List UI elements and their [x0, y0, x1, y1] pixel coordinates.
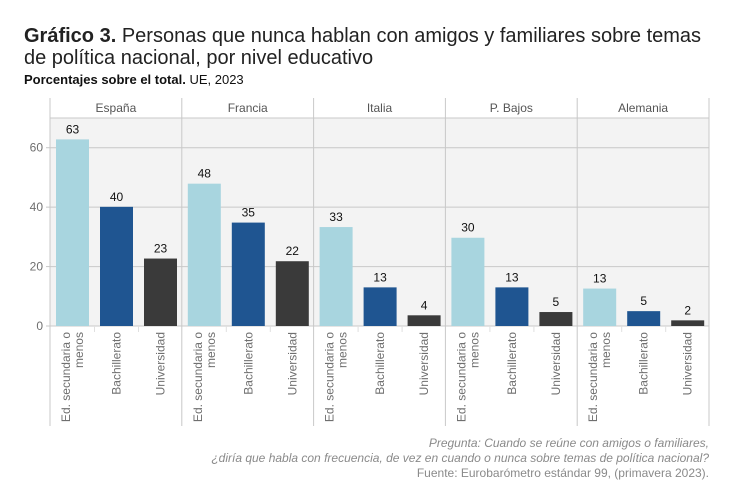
x-tick-label: menos: [599, 332, 613, 368]
x-tick-label: Ed. secundaria o: [454, 332, 468, 422]
data-label: 13: [373, 270, 387, 284]
x-tick-label: menos: [72, 332, 86, 368]
facet-label: Alemania: [618, 101, 668, 115]
x-tick-label: Universidad: [549, 332, 563, 395]
x-tick-label: Bachillerato: [505, 332, 519, 395]
x-tick-label: Universidad: [417, 332, 431, 395]
chart-title-text: Personas que nunca hablan con amigos y f…: [24, 25, 702, 69]
x-tick-label: Universidad: [154, 332, 168, 395]
data-label: 63: [66, 122, 80, 136]
chart-title: Gráfico 3. Personas que nunca hablan con…: [24, 25, 724, 69]
x-tick-label: menos: [336, 332, 350, 368]
facet-label: P. Bajos: [490, 101, 533, 115]
x-tick-label: Ed. secundaria o: [586, 332, 600, 422]
data-label: 2: [684, 303, 691, 317]
bar: [319, 227, 353, 326]
y-tick-label: 60: [30, 141, 44, 155]
chart-subtitle: Porcentajes sobre el total. UE, 2023: [24, 72, 244, 87]
facet-label: España: [96, 101, 137, 115]
data-label: 5: [640, 294, 647, 308]
data-label: 4: [421, 298, 428, 312]
data-label: 5: [553, 295, 560, 309]
bar: [627, 311, 661, 326]
bar: [583, 288, 617, 326]
data-label: 22: [286, 244, 300, 258]
data-label: 33: [329, 210, 343, 224]
bar: [100, 206, 133, 326]
bar: [451, 237, 485, 326]
facet-label: Francia: [228, 101, 268, 115]
x-tick-label: Bachillerato: [373, 332, 387, 395]
bar: [671, 320, 705, 326]
question-line-1: Pregunta: Cuando se reúne con amigos o f…: [428, 436, 709, 450]
source-note: Fuente: Eurobarómetro estándar 99, (prim…: [416, 466, 709, 480]
bar: [363, 287, 397, 326]
y-tick-label: 40: [30, 200, 44, 214]
data-label: 13: [505, 270, 519, 284]
data-label: 35: [242, 206, 256, 220]
chart-title-bold: Gráfico 3.: [24, 25, 117, 47]
x-tick-label: Universidad: [285, 332, 299, 395]
x-tick-label: Ed. secundaria o: [191, 332, 205, 422]
x-tick-label: menos: [204, 332, 218, 368]
x-tick-label: menos: [467, 332, 481, 368]
chart-footer: Pregunta: Cuando se reúne con amigos o f…: [211, 436, 709, 481]
chart-subtitle-bold: Porcentajes sobre el total.: [24, 72, 186, 87]
bar: [187, 183, 221, 326]
bar: [495, 287, 529, 326]
bar: [539, 312, 573, 326]
data-label: 13: [593, 272, 607, 286]
x-tick-label: Bachillerato: [241, 332, 255, 395]
question-line-2: ¿diría que habla con frecuencia, de vez …: [211, 451, 709, 465]
bar: [407, 315, 441, 326]
data-label: 30: [461, 221, 475, 235]
bar: [144, 258, 177, 326]
data-label: 23: [154, 242, 168, 256]
x-tick-label: Bachillerato: [110, 332, 124, 395]
bar: [231, 222, 265, 326]
facet-label: Italia: [367, 101, 393, 115]
data-label: 40: [110, 190, 124, 204]
x-tick-label: Bachillerato: [637, 332, 651, 395]
x-tick-label: Ed. secundaria o: [323, 332, 337, 422]
bar: [56, 139, 89, 326]
y-tick-label: 20: [30, 260, 44, 274]
y-tick-label: 0: [36, 319, 43, 333]
x-tick-label: Universidad: [681, 332, 695, 395]
chart-subtitle-text: UE, 2023: [185, 72, 244, 87]
bar: [275, 261, 309, 326]
x-tick-label: Ed. secundaria o: [59, 332, 73, 422]
data-label: 48: [198, 167, 212, 181]
